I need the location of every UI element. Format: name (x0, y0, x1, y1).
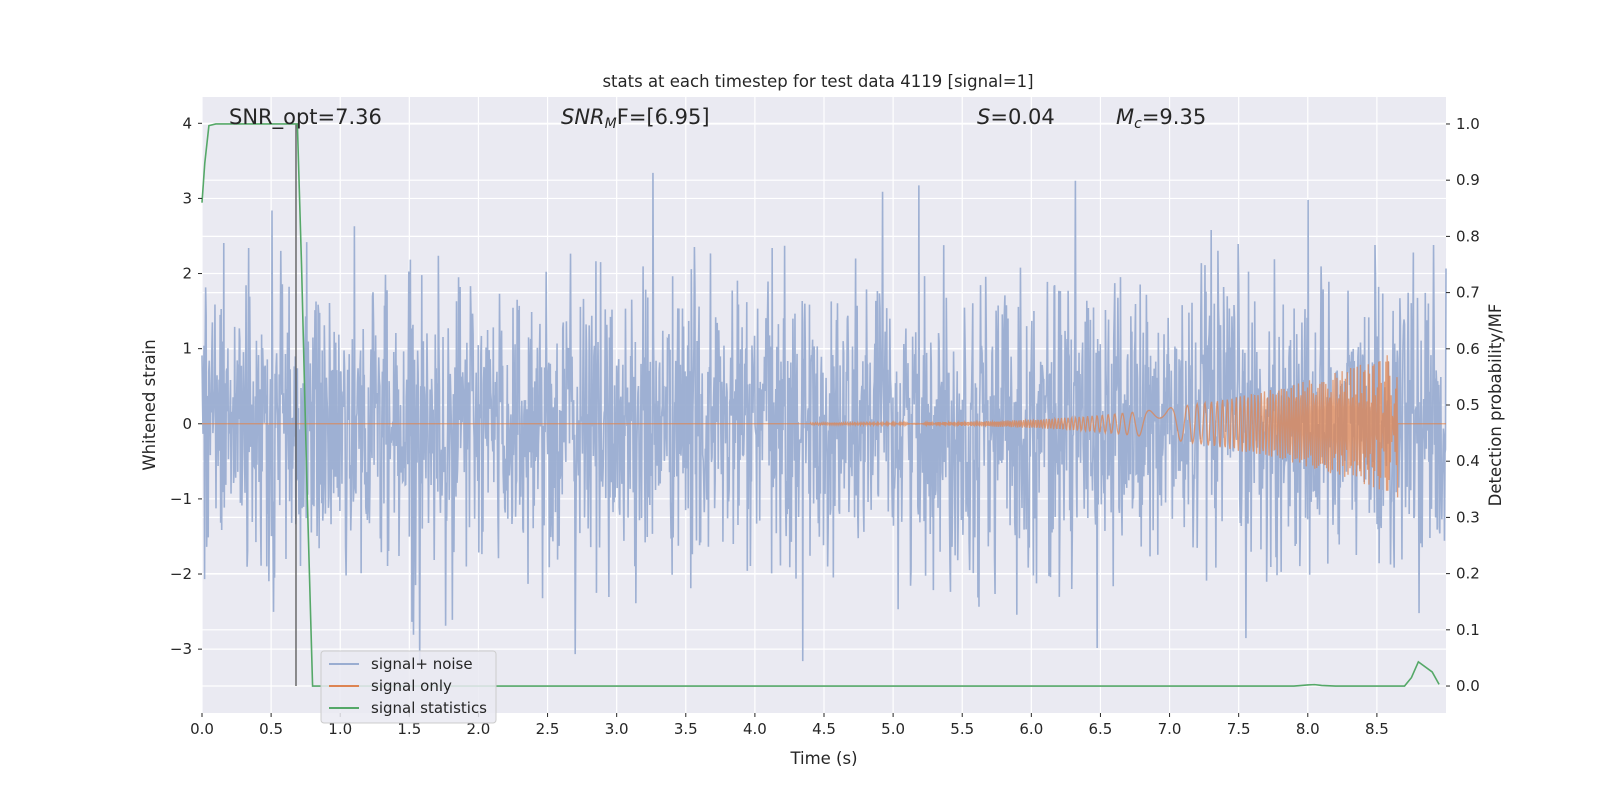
y-axis-right-label: Detection probability/MF (1486, 304, 1505, 507)
x-tick-label: 0.5 (259, 720, 283, 738)
annotation-s: S=0.04 (977, 105, 1055, 129)
y-right-tick-label: 0.5 (1456, 396, 1480, 414)
y-tick-label: 1 (182, 340, 192, 358)
y-axis-label: Whitened strain (140, 339, 159, 470)
y-right-tick-label: 0.3 (1456, 508, 1480, 526)
legend-label-signal-statistics: signal statistics (371, 699, 487, 717)
y-tick-label: 2 (182, 265, 192, 283)
x-tick-label: 2.5 (536, 720, 560, 738)
snr-mf-symbol: SNR (561, 105, 605, 129)
legend-label-signal-only: signal only (371, 677, 452, 695)
x-tick-label: 7.0 (1158, 720, 1182, 738)
y-right-tick-label: 0.6 (1456, 340, 1480, 358)
annotation-mc: Mc=9.35 (1116, 105, 1206, 132)
y-tick-label: 3 (182, 189, 192, 207)
mc-value: =9.35 (1142, 105, 1206, 129)
mc-subscript: c (1134, 116, 1142, 132)
snr-mf-subscript: M (605, 116, 617, 132)
y-tick-label: −3 (170, 640, 192, 658)
annotation-snr-mf: SNRMF=[6.95] (561, 105, 710, 132)
x-axis-ticks: 0.0 0.5 1.0 1.5 2.0 2.5 3.0 3.5 4.0 4.5 5.0 5.5 6.0 6… (190, 713, 1389, 738)
y-tick-label: 0 (182, 415, 192, 433)
y-tick-label: 4 (182, 114, 192, 132)
series-signal-statistics (201, 123, 1440, 687)
x-tick-label: 3.0 (605, 720, 629, 738)
s-value: =0.04 (990, 105, 1054, 129)
x-tick-label: 1.5 (397, 720, 421, 738)
y-right-tick-label: 1.0 (1456, 115, 1480, 133)
x-tick-label: 6.0 (1019, 720, 1043, 738)
series-signal-only (202, 355, 1446, 498)
x-tick-label: 3.5 (674, 720, 698, 738)
y-tick-label: −1 (170, 490, 192, 508)
signal-only-line (202, 355, 1446, 498)
x-tick-label: 1.0 (328, 720, 352, 738)
y-right-tick-label: 0.0 (1456, 677, 1480, 695)
y-right-tick-label: 0.1 (1456, 621, 1480, 639)
y-tick-label: −2 (170, 565, 192, 583)
grid (201, 97, 1446, 713)
x-tick-label: 4.0 (743, 720, 767, 738)
legend-box (320, 650, 497, 724)
y-right-tick-label: 0.8 (1456, 227, 1480, 245)
x-tick-label: 8.0 (1296, 720, 1320, 738)
y-right-tick-label: 0.2 (1456, 565, 1480, 583)
x-tick-label: 2.0 (467, 720, 491, 738)
mc-symbol: M (1116, 105, 1134, 129)
annotation-snr-opt: SNR_opt=7.36 (229, 105, 382, 130)
s-symbol: S (977, 105, 990, 129)
legend-label-signal-noise: signal+ noise (371, 655, 473, 673)
y-axis-right-ticks: 1.0 0.9 0.8 0.7 0.6 0.5 0.4 0.3 0.2 0.1 0.0 (1446, 115, 1480, 695)
chart-title: stats at each timestep for test data 411… (602, 72, 1033, 91)
x-tick-label: 4.5 (812, 720, 836, 738)
x-axis-label: Time (s) (789, 749, 857, 768)
x-tick-label: 5.5 (950, 720, 974, 738)
legend: signal+ noise signal only signal statist… (320, 650, 497, 724)
y-right-tick-label: 0.7 (1456, 284, 1480, 302)
x-tick-label: 8.5 (1365, 720, 1389, 738)
y-right-tick-label: 0.9 (1456, 171, 1480, 189)
x-tick-label: 6.5 (1089, 720, 1113, 738)
x-tick-label: 0.0 (190, 720, 214, 738)
signal-statistics-line (201, 123, 1440, 687)
x-tick-label: 5.0 (881, 720, 905, 738)
y-right-tick-label: 0.4 (1456, 452, 1480, 470)
snr-mf-value: F=[6.95] (617, 105, 710, 129)
y-axis-ticks: 4 3 2 1 0 −1 −2 −3 (170, 114, 202, 658)
x-tick-label: 7.5 (1227, 720, 1251, 738)
